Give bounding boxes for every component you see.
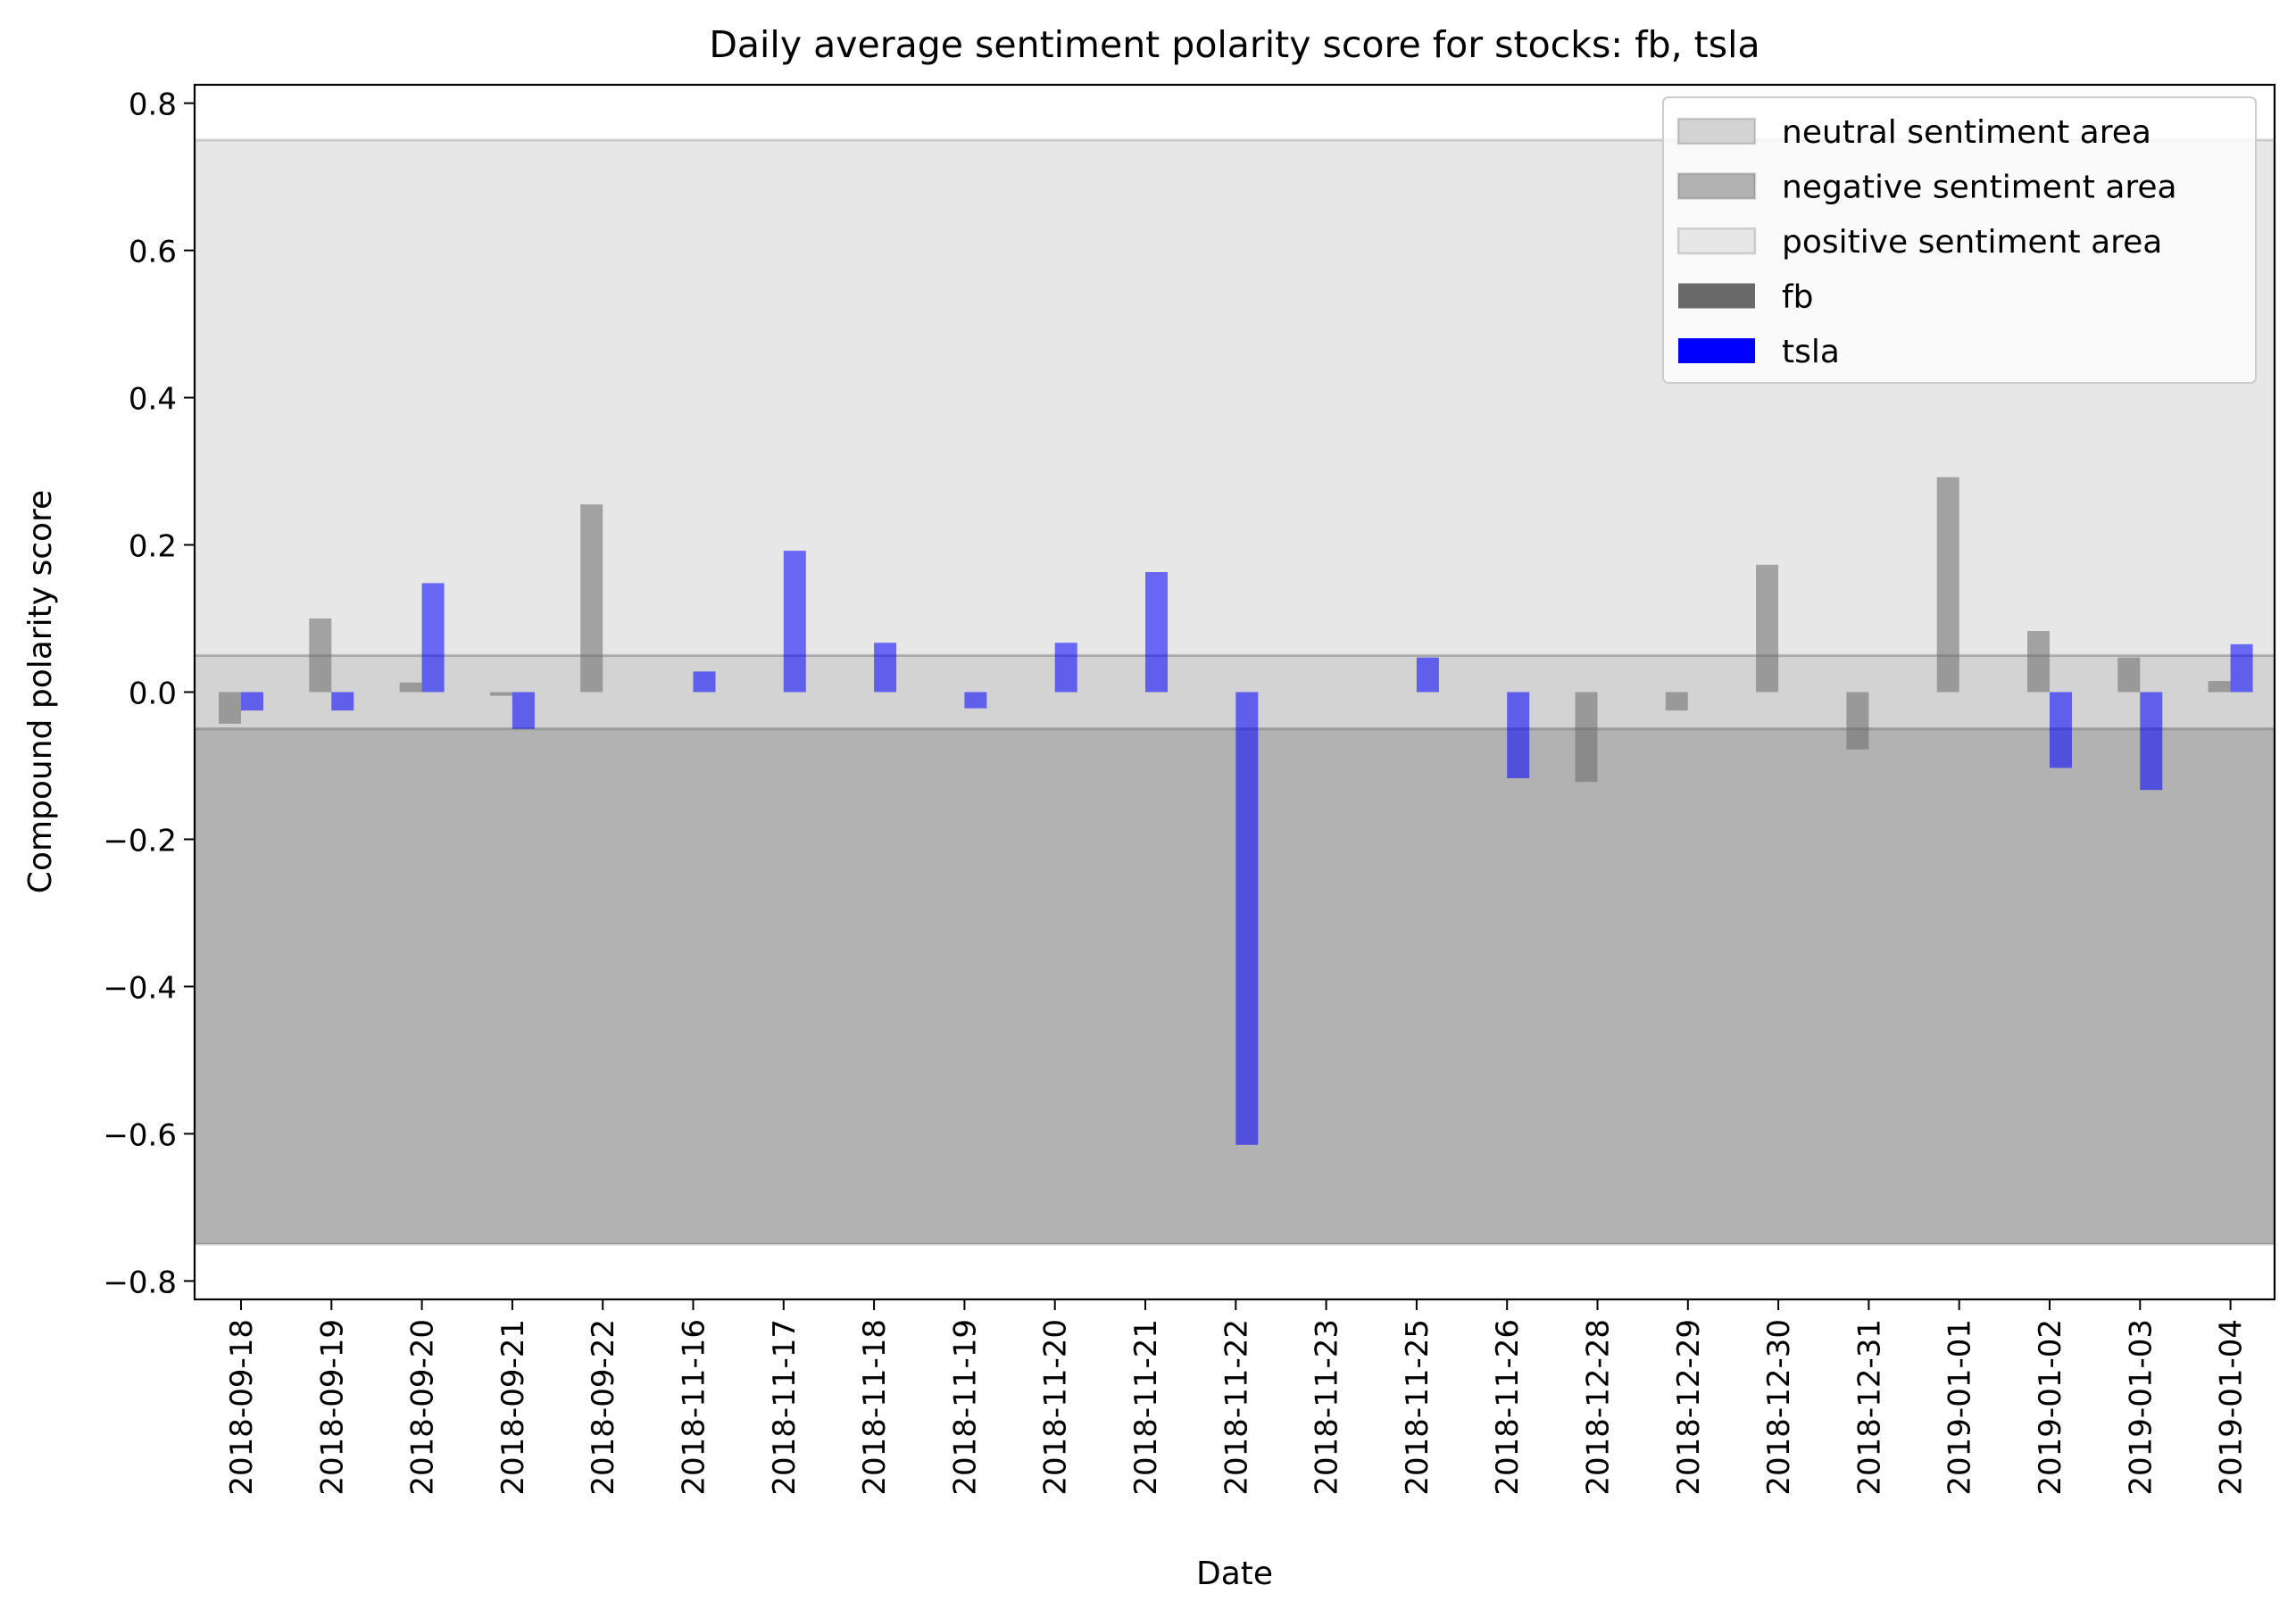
bar-tsla-2018-11-17 (783, 551, 806, 693)
bar-tsla-2018-11-25 (1416, 657, 1439, 693)
bar-tsla-2018-09-20 (421, 583, 445, 693)
bar-tsla-2019-01-04 (2230, 643, 2253, 693)
x-tick-label: 2018-11-16 (677, 1319, 712, 1496)
bar-fb-2018-09-21 (489, 692, 512, 696)
x-tick-label: 2019-01-04 (2214, 1319, 2250, 1496)
bar-fb-2019-01-01 (1936, 477, 1959, 693)
bar-fb-2018-09-22 (580, 504, 603, 693)
bar-fb-2019-01-02 (2027, 631, 2050, 693)
x-tick-label: 2018-12-30 (1761, 1319, 1797, 1496)
x-tick-label: 2018-11-20 (1038, 1319, 1074, 1496)
bar-tsla-2018-11-20 (1054, 643, 1077, 693)
x-tick-label: 2018-09-21 (495, 1319, 531, 1496)
x-tick-label: 2019-01-01 (1942, 1319, 1978, 1496)
x-tick-label: 2018-09-22 (586, 1319, 621, 1496)
x-tick-label: 2018-11-23 (1310, 1319, 1345, 1496)
y-tick-label: 0.2 (129, 529, 177, 565)
x-tick-label: 2018-11-22 (1219, 1319, 1254, 1496)
y-axis-label: Compound polarity score (22, 490, 59, 893)
x-tick-label: 2018-09-19 (314, 1319, 350, 1496)
x-tick-label: 2018-11-26 (1490, 1319, 1526, 1496)
y-tick-label: 0.0 (129, 676, 177, 712)
bar-tsla-2018-11-16 (693, 671, 716, 693)
chart-title: Daily average sentiment polarity score f… (709, 23, 1759, 66)
region-0 (195, 655, 2275, 729)
bar-tsla-2018-11-21 (1145, 572, 1168, 693)
y-tick-label: 0.4 (129, 382, 177, 418)
y-tick-label: −0.6 (103, 1117, 177, 1153)
y-tick-label: 0.8 (129, 87, 177, 123)
y-tick-label: −0.2 (103, 823, 177, 859)
bar-fb-2019-01-04 (2208, 681, 2231, 693)
legend-swatch-0 (1676, 117, 1757, 145)
legend-label-2: positive sentiment area (1782, 224, 2162, 261)
bar-fb-2018-09-18 (219, 692, 241, 724)
legend-label-4: tsla (1782, 334, 1840, 370)
bar-tsla-2018-11-19 (964, 692, 987, 709)
y-tick-label: 0.6 (129, 235, 177, 270)
legend-swatch-3 (1678, 283, 1755, 309)
bar-tsla-2019-01-03 (2140, 692, 2163, 791)
bar-fb-2018-09-20 (399, 682, 422, 693)
bar-fb-2019-01-03 (2117, 657, 2141, 693)
bars (219, 477, 2253, 1145)
x-axis: 2018-09-18 2018-09-19 2018-09-20 2018-09-21… (224, 1299, 2250, 1496)
bar-fb-2018-12-31 (1846, 692, 1869, 750)
legend-label-0: neutral sentiment area (1782, 114, 2151, 151)
bar-tsla-2018-09-19 (331, 692, 354, 711)
y-tick-label: −0.4 (103, 970, 177, 1006)
legend-swatch-1 (1676, 172, 1757, 200)
x-tick-label: 2019-01-03 (2123, 1319, 2159, 1496)
bar-fb-2018-12-30 (1756, 564, 1779, 693)
bar-tsla-2018-09-18 (241, 692, 263, 711)
legend-swatch-4 (1678, 338, 1755, 363)
legend-frame (1662, 96, 2257, 384)
legend: neutral sentiment area negative sentiment… (1662, 96, 2257, 384)
x-tick-label: 2018-12-28 (1581, 1319, 1617, 1496)
legend-label-3: fb (1782, 279, 1814, 316)
y-axis: −0.8 −0.6 −0.4 −0.2 0.0 0.2 0.4 0.6 0.8 (103, 87, 195, 1300)
x-tick-label: 2018-11-25 (1400, 1319, 1435, 1496)
region-1 (195, 728, 2275, 1245)
legend-swatch-2 (1676, 227, 1757, 255)
bar-fb-2018-12-28 (1575, 692, 1598, 783)
x-tick-label: 2018-11-17 (767, 1319, 803, 1496)
x-tick-label: 2018-12-31 (1851, 1319, 1887, 1496)
x-tick-label: 2019-01-02 (2033, 1319, 2068, 1496)
bar-tsla-2019-01-02 (2050, 692, 2072, 768)
bar-fb-2018-09-19 (309, 618, 332, 693)
legend-label-1: negative sentiment area (1782, 170, 2177, 206)
bar-tsla-2018-11-18 (874, 643, 897, 693)
bar-tsla-2018-11-22 (1235, 692, 1259, 1145)
x-tick-label: 2018-11-19 (947, 1319, 983, 1496)
x-tick-label: 2018-09-18 (224, 1319, 260, 1496)
x-tick-label: 2018-12-29 (1671, 1319, 1707, 1496)
bar-fb-2018-12-29 (1665, 692, 1688, 711)
bar-tsla-2018-09-21 (512, 692, 535, 729)
x-tick-label: 2018-11-21 (1128, 1319, 1164, 1496)
x-axis-label: Date (1196, 1556, 1273, 1592)
y-tick-label: −0.8 (103, 1265, 177, 1300)
x-tick-label: 2018-11-18 (857, 1319, 893, 1496)
x-tick-label: 2018-09-20 (405, 1319, 441, 1496)
bar-tsla-2018-11-26 (1507, 692, 1530, 779)
sentiment-regions (195, 138, 2275, 1246)
